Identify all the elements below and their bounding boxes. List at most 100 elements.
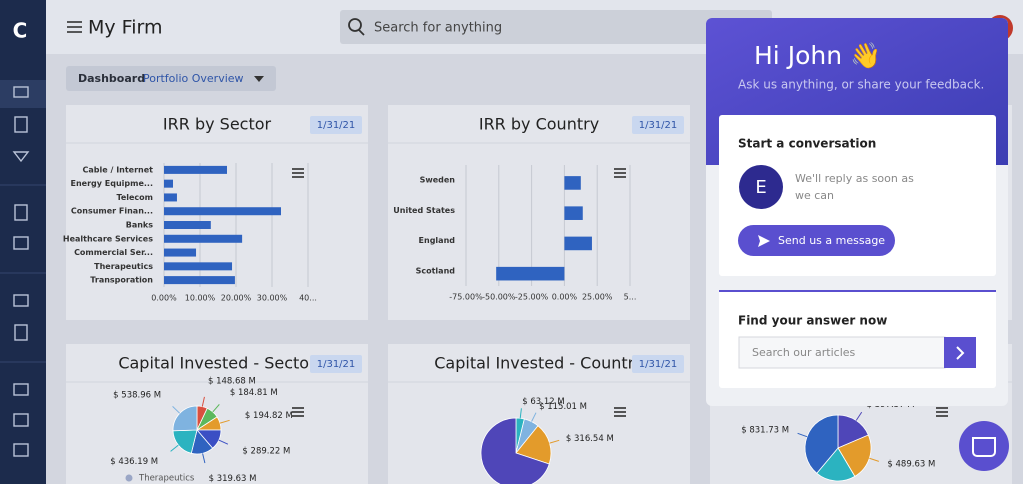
bar [164,207,281,216]
pie-slice [816,447,856,482]
leader-line [172,405,181,414]
chat-widget: Hi John 👋 Ask us anything, or share your… [706,18,1008,406]
reply-note: We'll reply as soon as we can [795,172,914,202]
category-label: United States [393,206,455,215]
logo[interactable]: C [13,19,28,43]
date-label: 1/31/21 [639,120,678,131]
slice-label: $ 489.63 M [887,460,935,470]
nav-active [0,80,46,108]
leader-line [855,411,863,421]
leader-line [212,404,220,413]
slice-label: $ 316.54 M [566,434,614,444]
card [388,105,690,320]
bar [164,165,227,174]
pie-slice [837,414,869,449]
send-label: Send us a message [778,234,885,247]
app-title: My Firm [88,17,163,39]
x-tick-label: 30.00% [257,294,288,303]
reply-note-box: We'll reply as soon as we can [795,172,914,202]
slice-label: $ 831.73 M [741,426,789,436]
chart-title: Capital Invested - Sector [118,354,316,373]
search-placeholder: Search for anything [374,21,502,36]
bar [164,221,211,229]
bar [164,234,243,243]
send-button[interactable] [738,225,895,256]
x-tick-label: 10.00% [185,294,216,303]
chart-title: Capital Invested - Country [434,354,643,373]
breadcrumb[interactable] [66,66,276,91]
legend-marker [125,474,133,482]
category-label: Telecom [116,193,153,202]
pie-slice [480,417,550,484]
leader-line [219,419,230,424]
category-label: England [419,236,456,245]
search-icon [348,18,362,32]
send-icon [758,235,770,247]
menu-button[interactable] [67,21,82,33]
category-label: Healthcare Services [63,234,153,243]
slice-label: $ 115.01 M [539,402,587,412]
bar [164,262,233,271]
date-badge [310,116,362,134]
slice-label: $ 148.68 M [208,377,256,387]
x-tick-label: -75.00% [449,293,483,302]
category-label: Cable / Internet [83,165,154,174]
nav-icon[interactable] [13,413,29,427]
help-title: Find your answer now [738,314,887,328]
chevron [956,346,965,360]
chart-title: IRR by Country [479,115,599,134]
nav-icon[interactable] [13,443,29,457]
leader-line [170,444,179,452]
slice-label: $ 289.22 M [242,446,290,456]
x-tick-label: 5... [624,293,637,302]
category-label: Banks [126,221,154,230]
conversation-title: Start a conversation [738,137,876,151]
sidebar [0,0,46,484]
bar [564,206,583,220]
nav-icon[interactable] [14,324,28,341]
breadcrumb-view: Portfolio Overview [143,72,244,85]
search-box[interactable] [340,10,772,44]
nav-icon[interactable] [13,383,29,396]
nav-dividers [0,184,46,363]
x-tick-label: -50.00% [482,293,516,302]
agent-avatar [739,165,783,209]
bar [164,276,235,285]
agent-initial: E [755,177,766,198]
x-tick-label: 20.00% [221,294,252,303]
leader-line [218,439,229,445]
greeting: Hi John 👋 [754,41,881,71]
category-label: Transporation [90,276,153,285]
date-badge [632,116,684,134]
chat-launcher[interactable] [959,421,1009,471]
category-label: Sweden [420,176,456,185]
nav-icon[interactable] [13,236,29,250]
leader-line [531,412,537,422]
category-label: Scotland [416,266,456,275]
x-tick-label: -25.00% [515,293,549,302]
category-label: Therapeutics [94,262,153,271]
bar [164,179,173,188]
nav-icon[interactable] [14,204,28,221]
leader-line [797,432,808,438]
pie-slice [837,434,872,477]
article-search[interactable] [738,336,946,369]
nav-icon[interactable] [12,151,30,163]
dropdown-caret [254,76,264,82]
launcher-icon [972,437,996,457]
x-tick-label: 0.00% [552,293,578,302]
nav-icon[interactable] [13,86,29,98]
pie-slice [515,425,552,465]
legend-label: Therapeutics [138,474,195,484]
greeting-subtitle: Ask us anything, or share your feedback. [738,78,984,92]
nav-icon[interactable] [13,294,29,307]
date-badge [310,355,362,373]
article-search-button[interactable] [944,337,976,368]
charts: IRR by Sector 1/31/21 0.00% 10.00% 20.00% 30.… [63,105,1012,484]
nav-icon[interactable] [14,116,28,133]
chart-title: IRR by Sector [163,115,272,134]
leader-line [549,439,560,444]
slice-label: $ 538.96 M [113,391,161,401]
